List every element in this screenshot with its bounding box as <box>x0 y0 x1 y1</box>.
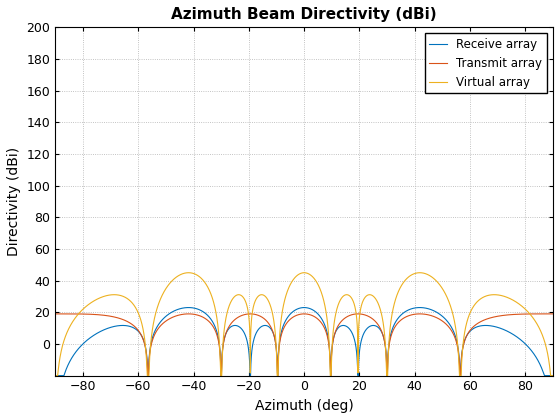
Transmit array <box>144 373 151 378</box>
Receive array <box>52 373 59 378</box>
Legend: Receive array, Transmit array, Virtual array: Receive array, Transmit array, Virtual a… <box>424 33 547 93</box>
Title: Azimuth Beam Directivity (dBi): Azimuth Beam Directivity (dBi) <box>171 7 437 22</box>
Virtual array <box>114 292 120 297</box>
Line: Transmit array: Transmit array <box>55 314 553 375</box>
Receive array <box>517 337 524 342</box>
Transmit array <box>52 311 59 316</box>
Transmit array <box>279 328 286 333</box>
Virtual array <box>281 298 288 303</box>
Transmit array <box>86 312 92 317</box>
Receive array <box>325 339 332 344</box>
Virtual array <box>279 307 286 312</box>
Virtual array <box>301 270 307 275</box>
Receive array <box>114 323 120 328</box>
Receive array <box>550 373 557 378</box>
Virtual array <box>325 334 332 339</box>
Receive array <box>86 336 92 341</box>
Receive array <box>301 305 307 310</box>
Transmit array <box>517 312 524 317</box>
Transmit array <box>325 341 332 346</box>
Virtual array <box>52 373 59 378</box>
Receive array <box>281 320 288 325</box>
Receive array <box>279 325 286 330</box>
Transmit array <box>550 311 557 316</box>
Virtual array <box>550 373 557 378</box>
Y-axis label: Directivity (dBi): Directivity (dBi) <box>7 147 21 256</box>
X-axis label: Azimuth (deg): Azimuth (deg) <box>255 399 353 413</box>
Virtual array <box>86 302 92 307</box>
Line: Virtual array: Virtual array <box>55 273 553 375</box>
Transmit array <box>114 315 120 320</box>
Transmit array <box>281 324 288 329</box>
Line: Receive array: Receive array <box>55 307 553 375</box>
Virtual array <box>517 302 524 307</box>
